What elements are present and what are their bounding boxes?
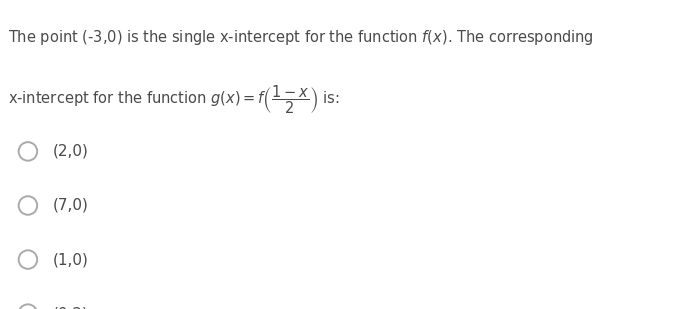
Text: (1,0): (1,0) [52, 252, 88, 267]
Text: (0,2): (0,2) [52, 306, 88, 309]
Text: (2,0): (2,0) [52, 144, 88, 159]
Text: x-intercept for the function $g(x) = f\left(\dfrac{1-x}{2}\right)$ is:: x-intercept for the function $g(x) = f\l… [8, 83, 340, 116]
Text: (7,0): (7,0) [52, 198, 88, 213]
Text: The point (-3,0) is the single x-intercept for the function $f(x)$. The correspo: The point (-3,0) is the single x-interce… [8, 28, 594, 47]
